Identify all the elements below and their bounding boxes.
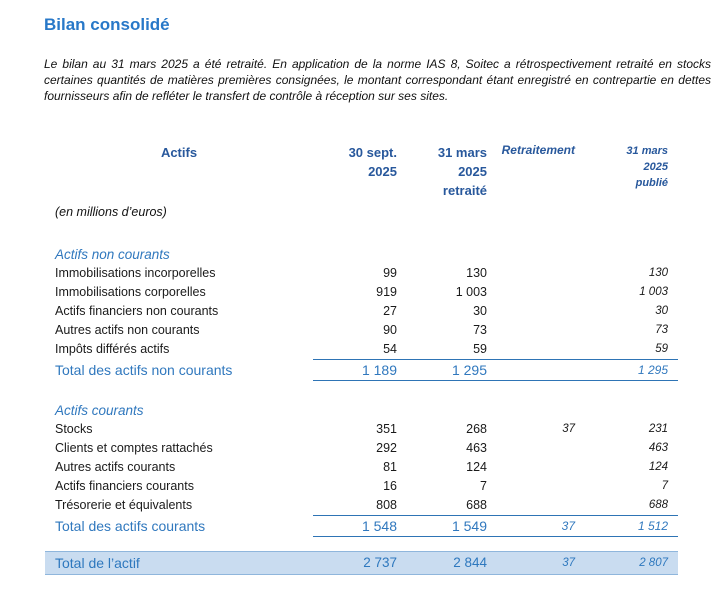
row-label: Actifs financiers non courants xyxy=(55,304,219,318)
col2-value: 124 xyxy=(466,460,487,474)
row-label: Clients et comptes rattachés xyxy=(55,441,213,455)
unit-note: (en millions d’euros) xyxy=(55,205,167,219)
col4-value: 73 xyxy=(655,324,668,336)
table-row: Autres actifs courants 81 124 124 xyxy=(45,458,678,477)
table-row: Immobilisations incorporelles 99 130 130 xyxy=(45,264,678,283)
col2-value: 268 xyxy=(466,422,487,436)
table-row: Actifs financiers non courants 27 30 30 xyxy=(45,302,678,321)
col1-value: 99 xyxy=(383,266,397,280)
col2-value: 73 xyxy=(473,323,487,337)
column-header-retraitement: Retraitement xyxy=(501,143,575,157)
col4-value: 30 xyxy=(655,305,668,317)
table-header-row: Actifs 30 sept. 2025 31 mars 2025 retrai… xyxy=(45,143,678,200)
table-row: Trésorerie et équivalents 808 688 688 xyxy=(45,496,678,515)
table-row: Autres actifs non courants 90 73 73 xyxy=(45,321,678,340)
row-label: Actifs financiers courants xyxy=(55,479,194,493)
table-row: Impôts différés actifs 54 59 59 xyxy=(45,340,678,359)
col4-value: 59 xyxy=(655,343,668,355)
column-header-actifs: Actifs xyxy=(160,145,198,160)
col2-value: 463 xyxy=(466,441,487,455)
intro-paragraph: Le bilan au 31 mars 2025 a été retraité.… xyxy=(44,57,711,103)
col4-value: 2 807 xyxy=(639,557,668,569)
col1-value: 2 737 xyxy=(363,555,397,570)
row-label: Impôts différés actifs xyxy=(55,342,170,356)
col2-value: 688 xyxy=(466,498,487,512)
column-header-30-sept-2025: 30 sept. 2025 xyxy=(348,145,397,179)
col4-value: 688 xyxy=(648,499,668,511)
col1-value: 54 xyxy=(383,342,397,356)
col1-value: 1 189 xyxy=(361,361,397,378)
table-row: Actifs financiers courants 16 7 7 xyxy=(45,477,678,496)
col3-value: 37 xyxy=(562,557,575,569)
col3-value: 37 xyxy=(561,518,575,533)
row-label: Stocks xyxy=(55,422,93,436)
col1-value: 90 xyxy=(383,323,397,337)
col1-value: 919 xyxy=(376,285,397,299)
grand-total-row: Total de l’actif 2 737 2 844 37 2 807 xyxy=(45,551,678,575)
col1-value: 81 xyxy=(383,460,397,474)
col2-value: 130 xyxy=(466,266,487,280)
total-row-actifs-courants: Total des actifs courants 1 548 1 549 37… xyxy=(45,515,678,537)
table-row: Stocks 351 268 37 231 xyxy=(45,420,678,439)
balance-sheet-table: Actifs 30 sept. 2025 31 mars 2025 retrai… xyxy=(45,143,678,575)
total-row-values: 1 189 1 295 1 295 xyxy=(313,359,678,381)
total-row-values: 1 548 1 549 37 1 512 xyxy=(313,515,678,537)
col4-value: 124 xyxy=(648,461,668,473)
col4-value: 130 xyxy=(648,267,668,279)
column-header-31-mars-2025-retraite: 31 mars 2025 retraité xyxy=(437,145,487,198)
col2-value: 1 295 xyxy=(451,361,487,378)
column-header-31-mars-2025-publie: 31 mars 2025 publié xyxy=(626,145,668,189)
total-row-label: Total des actifs courants xyxy=(55,518,206,534)
col4-value: 231 xyxy=(648,423,668,435)
row-label: Autres actifs courants xyxy=(55,460,176,474)
row-label: Immobilisations corporelles xyxy=(55,285,206,299)
col1-value: 27 xyxy=(383,304,397,318)
row-label: Autres actifs non courants xyxy=(55,323,200,337)
col2-value: 2 844 xyxy=(453,555,487,570)
col4-value: 7 xyxy=(661,480,668,492)
grand-total-label: Total de l’actif xyxy=(55,555,140,571)
table-row: Clients et comptes rattachés 292 463 463 xyxy=(45,439,678,458)
col2-value: 30 xyxy=(473,304,487,318)
total-row-actifs-non-courants: Total des actifs non courants 1 189 1 29… xyxy=(45,359,678,381)
total-row-label: Total des actifs non courants xyxy=(55,362,233,378)
col2-value: 1 549 xyxy=(451,517,487,534)
col3-value: 37 xyxy=(562,423,575,435)
section-title-actifs-non-courants: Actifs non courants xyxy=(55,247,170,262)
section-title-actifs-courants: Actifs courants xyxy=(55,403,144,418)
col1-value: 16 xyxy=(383,479,397,493)
col1-value: 292 xyxy=(376,441,397,455)
row-label: Trésorerie et équivalents xyxy=(55,498,193,512)
col1-value: 351 xyxy=(376,422,397,436)
table-row: Immobilisations corporelles 919 1 003 1 … xyxy=(45,283,678,302)
col4-value: 1 003 xyxy=(639,286,668,298)
page-title: Bilan consolidé xyxy=(44,15,170,34)
col2-value: 7 xyxy=(480,479,487,493)
col2-value: 1 003 xyxy=(455,285,487,299)
col4-value: 463 xyxy=(648,442,668,454)
col4-value: 1 512 xyxy=(637,518,668,533)
col1-value: 1 548 xyxy=(361,517,397,534)
row-label: Immobilisations incorporelles xyxy=(55,266,216,280)
col2-value: 59 xyxy=(473,342,487,356)
col1-value: 808 xyxy=(376,498,397,512)
col4-value: 1 295 xyxy=(637,362,668,377)
